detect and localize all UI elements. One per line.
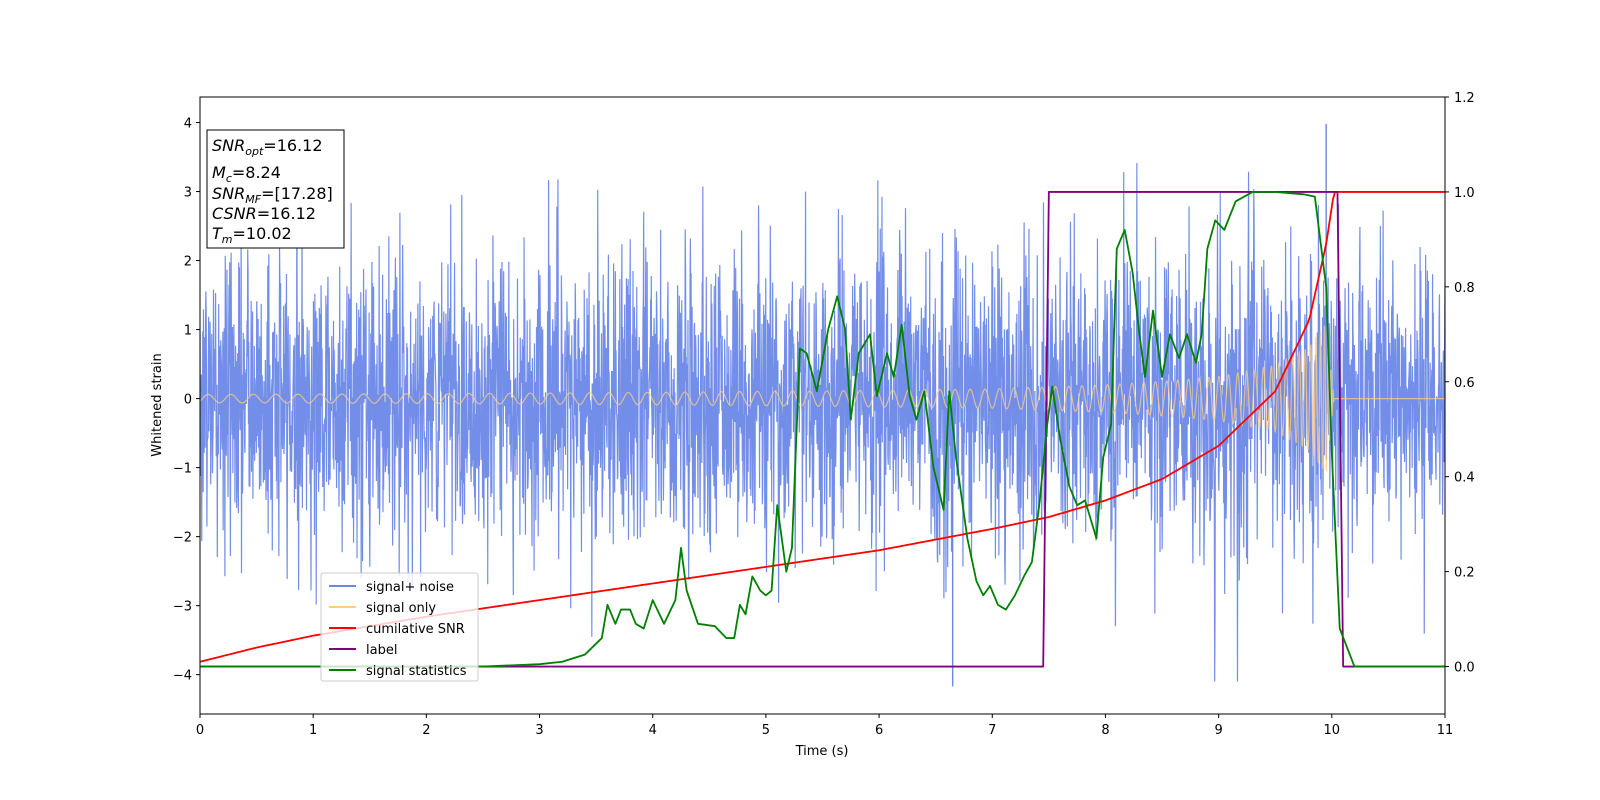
x-tick-label: 10 (1324, 723, 1341, 738)
legend-item: signal statistics (329, 664, 467, 679)
y-axis-label: Whitened strain (150, 353, 165, 456)
y-tick-label: 2 (184, 255, 192, 270)
y2-tick-label: 0.4 (1454, 471, 1475, 486)
x-tick-label: 11 (1437, 723, 1454, 738)
series-signal-noise (200, 159, 1445, 682)
y-tick-label: −1 (173, 462, 192, 477)
y-axis-left: −4 −3 −2 −1 0 1 2 3 4 (173, 117, 200, 684)
y2-tick-label: 0.2 (1454, 566, 1475, 581)
series-layer (200, 123, 1445, 687)
plot-frame (199, 96, 1446, 715)
info-snr-mf: SNRMF=[17.28] (212, 184, 333, 206)
info-box: SNRopt=16.12 Mc=8.24 SNRMF=[17.28] CSNR=… (206, 129, 345, 249)
info-tm: Tm=10.02 (212, 224, 292, 246)
y2-tick-label: 0.8 (1454, 281, 1475, 296)
info-mc: Mc=8.24 (212, 163, 281, 185)
y-tick-label: −2 (173, 531, 192, 546)
series-signal-only (200, 325, 1445, 472)
legend-item: cumilative SNR (329, 622, 465, 637)
legend-label: signal statistics (366, 664, 467, 679)
y-axis-right: 0.0 0.2 0.4 0.6 0.8 1.0 1.2 (1445, 91, 1475, 676)
y2-tick-label: 0.0 (1454, 661, 1475, 676)
y-tick-label: −3 (173, 600, 192, 615)
x-tick-label: 4 (649, 723, 657, 738)
info-snr-opt: SNRopt=16.12 (212, 136, 323, 158)
legend-label: signal only (366, 601, 436, 616)
legend-item: signal+ noise (329, 580, 454, 595)
legend-label: cumilative SNR (366, 622, 465, 637)
y2-tick-label: 1.2 (1454, 91, 1475, 106)
y2-tick-label: 0.6 (1454, 376, 1475, 391)
legend-label: label (366, 643, 397, 658)
y-tick-label: 1 (184, 324, 192, 339)
legend-label: signal+ noise (366, 580, 454, 595)
x-tick-label: 5 (762, 723, 770, 738)
x-tick-label: 7 (988, 723, 996, 738)
y2-tick-label: 1.0 (1454, 186, 1475, 201)
y-tick-label: 0 (184, 393, 192, 408)
x-tick-label: 8 (1101, 723, 1109, 738)
x-axis: 0 1 2 3 4 5 6 7 8 9 10 11 (196, 714, 1453, 738)
x-tick-label: 3 (535, 723, 543, 738)
x-tick-label: 9 (1214, 723, 1222, 738)
legend-frame (320, 572, 479, 682)
legend-item: label (329, 643, 397, 658)
x-tick-label: 2 (422, 723, 430, 738)
y-tick-label: −4 (173, 669, 192, 684)
x-axis-label: Time (s) (795, 744, 849, 759)
series-signal-statistics (200, 191, 1445, 668)
y-tick-label: 4 (184, 117, 192, 132)
info-csnr: CSNR=16.12 (212, 204, 316, 223)
info-box-frame (206, 129, 345, 249)
x-tick-label: 0 (196, 723, 204, 738)
legend: signal+ noise signal only cumilative SNR la… (320, 572, 479, 682)
legend-item: signal only (329, 601, 436, 616)
x-tick-label: 1 (309, 723, 317, 738)
y-tick-label: 3 (184, 186, 192, 201)
x-tick-label: 6 (875, 723, 883, 738)
